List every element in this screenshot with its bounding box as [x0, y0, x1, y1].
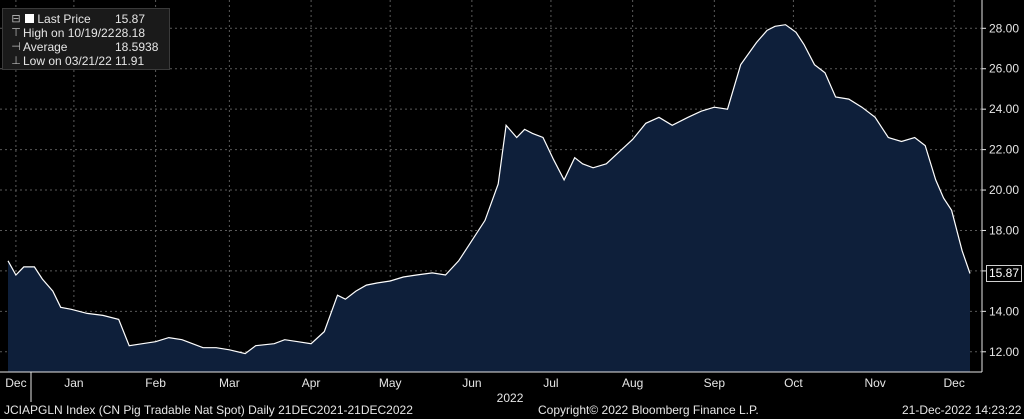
legend-high: ⊤ High on 10/19/22 28.18 — [9, 26, 167, 40]
x-tick-label: Dec — [5, 376, 26, 390]
footer-copyright: Copyright© 2022 Bloomberg Finance L.P. — [538, 403, 759, 417]
x-tick-label: Dec — [944, 376, 965, 390]
low-marker-icon: ⊥ — [11, 55, 21, 67]
y-tick-label: 28.00 — [989, 21, 1019, 35]
x-tick-label: May — [379, 376, 402, 390]
y-tick-label: 18.00 — [989, 223, 1019, 237]
x-tick-label: Feb — [145, 376, 166, 390]
legend-high-value: 28.18 — [115, 26, 146, 40]
x-tick-label: Aug — [622, 376, 643, 390]
legend-average-label: Average — [23, 40, 68, 54]
y-tick-label: 22.00 — [989, 143, 1019, 157]
legend-low-label: Low on 03/21/22 — [23, 54, 112, 68]
y-tick-label: 14.00 — [989, 304, 1019, 318]
x-axis: Dec Jan Feb Mar Apr May Jun Jul Aug Sep Oct Nov Dec 2… — [5, 372, 965, 405]
last-price-swatch-icon — [25, 14, 34, 23]
y-tick-label: 12.00 — [989, 345, 1019, 359]
y-axis: 12.0014.0016.0018.0020.0022.0024.0026.00… — [982, 21, 1019, 359]
footer-timestamp: 21-Dec-2022 14:23:22 — [902, 403, 1022, 417]
legend-last-price-value: 15.87 — [115, 12, 146, 26]
legend-last-price-label: Last Price — [37, 12, 91, 26]
x-tick-label: Jul — [543, 376, 558, 390]
y-tick-label: 24.00 — [989, 102, 1019, 116]
y-tick-label: 26.00 — [989, 62, 1019, 76]
price-line — [7, 24, 971, 355]
average-marker-icon: ⊣ — [11, 41, 21, 53]
high-marker-icon: ⊤ — [11, 27, 21, 39]
x-tick-label: Jun — [462, 376, 481, 390]
legend-high-label: High on 10/19/22 — [23, 26, 115, 40]
legend-average-value: 18.5938 — [115, 40, 159, 54]
legend-box: ⊟ Last Price 15.87 ⊤ High on 10/19/22 28… — [2, 8, 170, 70]
x-tick-label: Apr — [302, 376, 321, 390]
x-tick-label: Jan — [64, 376, 83, 390]
legend-low-value: 11.91 — [115, 54, 145, 68]
x-tick-label: Nov — [864, 376, 885, 390]
last-price-badge: 15.87 — [986, 265, 1022, 282]
legend-average: ⊣ Average 18.5938 — [9, 40, 167, 54]
y-tick-label: 20.00 — [989, 183, 1019, 197]
x-tick-label: Sep — [704, 376, 726, 390]
x-tick-label: Mar — [219, 376, 240, 390]
collapse-icon[interactable]: ⊟ — [11, 13, 21, 25]
price-area — [8, 24, 970, 372]
x-tick-label: Oct — [784, 376, 803, 390]
legend-low: ⊥ Low on 03/21/22 11.91 — [9, 54, 167, 68]
footer-ticker: JCIAPGLN Index (CN Pig Tradable Nat Spot… — [4, 403, 413, 417]
legend-last-price: ⊟ Last Price 15.87 — [9, 12, 167, 26]
year-label: 2022 — [497, 391, 524, 405]
